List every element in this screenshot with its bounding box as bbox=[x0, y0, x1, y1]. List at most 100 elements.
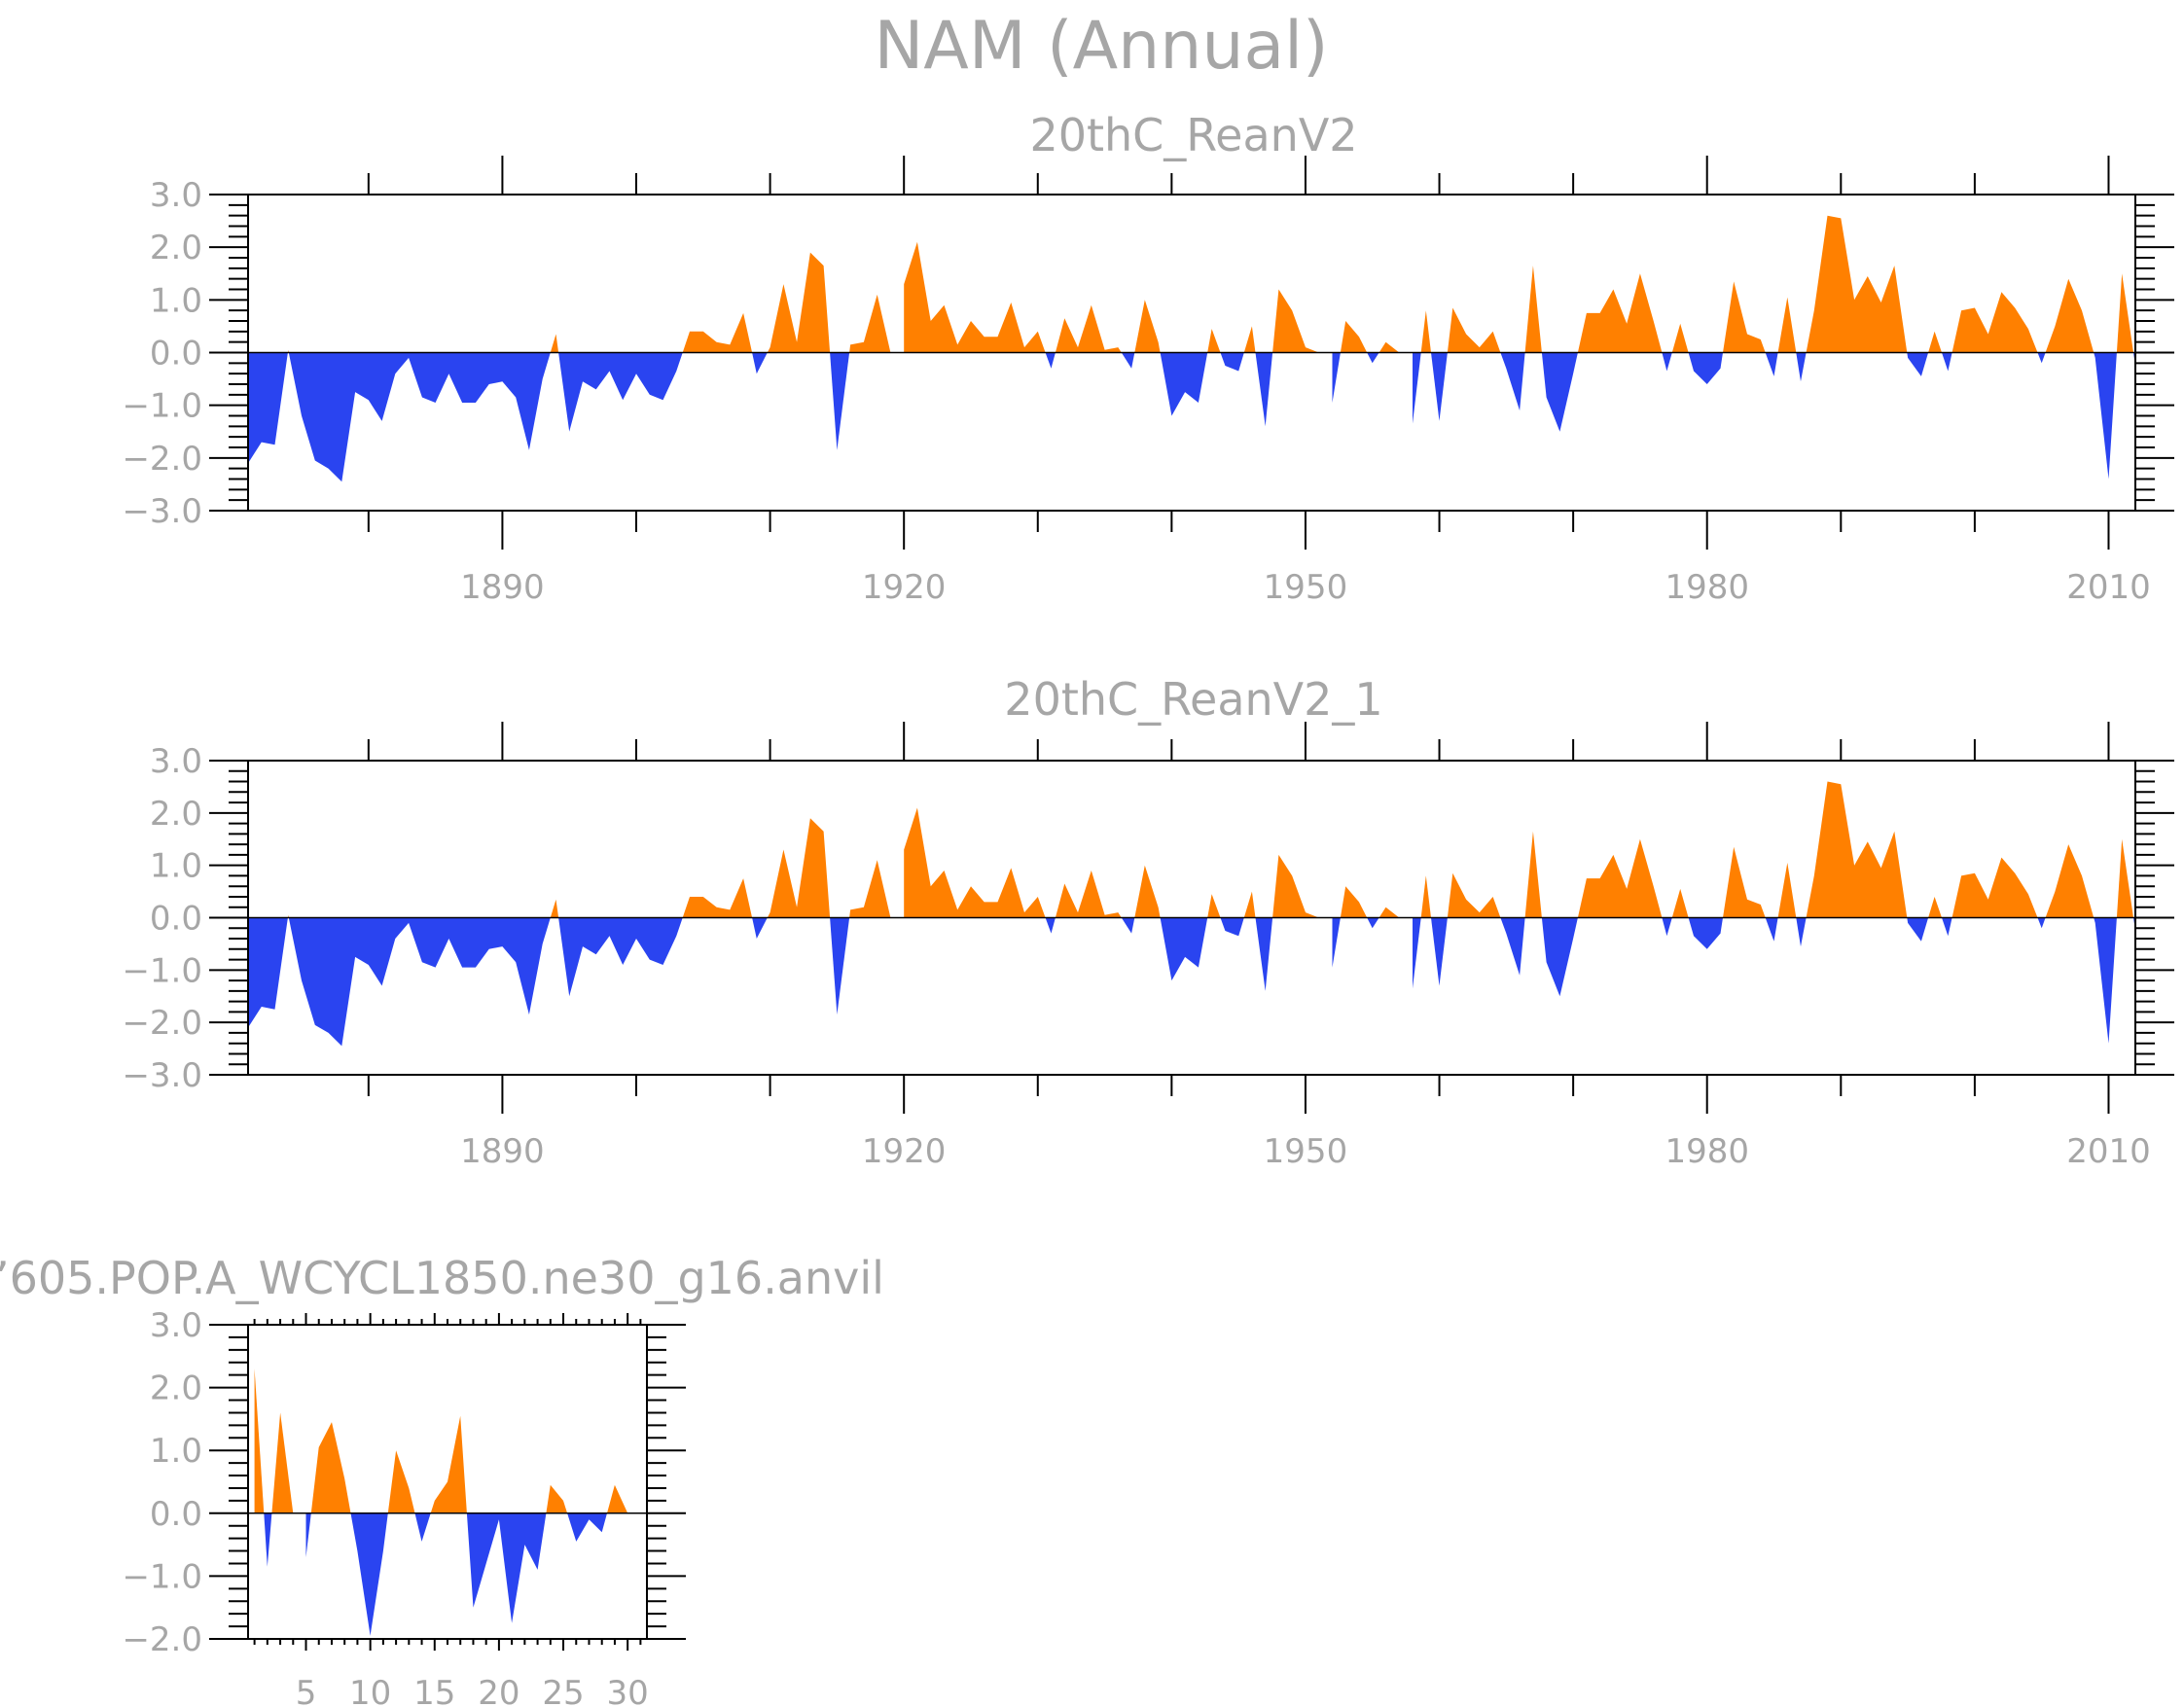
negative-area bbox=[1160, 917, 1208, 981]
positive-area bbox=[2116, 838, 2133, 918]
negative-area bbox=[1796, 917, 1807, 947]
negative-area bbox=[288, 352, 551, 482]
negative-area bbox=[1688, 917, 1723, 949]
positive-area bbox=[1134, 300, 1161, 353]
positive-area bbox=[1671, 888, 1689, 918]
negative-area bbox=[264, 1512, 272, 1567]
negative-area bbox=[1942, 917, 1952, 937]
x-tick-label: 10 bbox=[349, 1674, 391, 1707]
negative-area bbox=[1121, 352, 1135, 369]
negative-area bbox=[752, 917, 768, 939]
negative-area bbox=[1367, 352, 1379, 364]
x-tick-label: 25 bbox=[542, 1674, 584, 1707]
negative-area bbox=[414, 1512, 431, 1542]
negative-area bbox=[350, 1512, 388, 1636]
positive-area bbox=[849, 860, 891, 918]
x-tick-label: 30 bbox=[607, 1674, 649, 1707]
negative-area bbox=[1332, 352, 1341, 403]
y-tick-label: 0.0 bbox=[150, 335, 202, 373]
x-tick-label: 1950 bbox=[1264, 1132, 1348, 1171]
positive-area bbox=[1243, 891, 1256, 918]
positive-area bbox=[1524, 831, 1542, 918]
x-tick-label: 1890 bbox=[460, 1132, 545, 1171]
negative-area bbox=[2037, 352, 2046, 364]
positive-area bbox=[1420, 875, 1431, 918]
positive-area bbox=[1420, 310, 1431, 353]
negative-area bbox=[2094, 917, 2117, 1044]
positive-area bbox=[271, 1412, 294, 1513]
negative-area bbox=[1045, 352, 1056, 369]
y-tick-label: −2.0 bbox=[122, 1620, 202, 1659]
y-tick-label: 1.0 bbox=[150, 281, 202, 320]
negative-area bbox=[1796, 352, 1807, 382]
panel-20thc-reanv2: 20thC_ReanV2 −3.0 −2.0 −1.0 0.0 1.0 2.0 3.0 189… bbox=[122, 109, 2174, 607]
positive-area bbox=[682, 312, 753, 353]
positive-area bbox=[1447, 307, 1501, 353]
positive-area bbox=[1340, 321, 1368, 353]
negative-area bbox=[752, 352, 768, 374]
positive-area bbox=[550, 334, 559, 353]
positive-area bbox=[1928, 331, 1942, 353]
negative-area bbox=[1367, 917, 1379, 929]
positive-area bbox=[1055, 304, 1122, 353]
positive-area bbox=[2045, 278, 2094, 353]
x-tick-label: 1980 bbox=[1665, 1132, 1749, 1171]
negative-area bbox=[1431, 352, 1448, 421]
positive-area bbox=[1272, 854, 1319, 918]
y-tick-label: 3.0 bbox=[150, 742, 202, 781]
panel-20thc-reanv2-1: 20thC_ReanV2_1 −3.0 −2.0 −1.0 0.0 1.0 2.0 3.0 1… bbox=[122, 673, 2174, 1171]
positive-area bbox=[1243, 326, 1256, 353]
y-tick-label: −3.0 bbox=[122, 492, 202, 531]
panel-title: ’605.POP.A_WCYCL1850.ne30_g16.anvil bbox=[0, 1252, 884, 1304]
x-tick-label: 1980 bbox=[1665, 568, 1749, 607]
positive-area bbox=[1524, 266, 1542, 353]
negative-area bbox=[1907, 352, 1929, 376]
negative-area bbox=[1332, 917, 1341, 968]
positive-area bbox=[1928, 897, 1942, 918]
y-tick-label: 2.0 bbox=[150, 229, 202, 267]
negative-area bbox=[567, 1512, 607, 1542]
y-tick-label: −2.0 bbox=[122, 1004, 202, 1043]
negative-area bbox=[1688, 352, 1723, 384]
y-tick-label: 3.0 bbox=[150, 176, 202, 215]
positive-area bbox=[767, 252, 831, 353]
positive-area bbox=[1723, 281, 1766, 353]
x-tick-label: 15 bbox=[413, 1674, 455, 1707]
positive-area bbox=[1806, 215, 1908, 353]
panel-title: 20thC_ReanV2 bbox=[1029, 109, 1357, 161]
panel-pop-wcycl1850: ’605.POP.A_WCYCL1850.ne30_g16.anvil −2.0… bbox=[0, 1252, 884, 1707]
positive-area bbox=[2116, 273, 2133, 353]
positive-area bbox=[254, 1369, 265, 1513]
y-tick-label: 2.0 bbox=[150, 795, 202, 834]
positive-area bbox=[682, 878, 753, 918]
positive-area bbox=[1671, 323, 1689, 353]
negative-area bbox=[248, 917, 288, 1028]
x-tick-label: 1890 bbox=[460, 568, 545, 607]
negative-area bbox=[1765, 917, 1778, 942]
x-tick-label: 5 bbox=[296, 1674, 317, 1707]
positive-area bbox=[1447, 872, 1501, 918]
positive-area bbox=[1272, 289, 1319, 353]
positive-area bbox=[1340, 886, 1368, 918]
x-tick-label: 20 bbox=[478, 1674, 519, 1707]
negative-area bbox=[1413, 352, 1421, 424]
x-tick-label: 1920 bbox=[862, 568, 947, 607]
positive-area bbox=[1207, 329, 1221, 353]
y-tick-label: −3.0 bbox=[122, 1056, 202, 1095]
negative-area bbox=[1255, 917, 1273, 991]
positive-area bbox=[1577, 273, 1663, 353]
positive-area bbox=[430, 1415, 467, 1513]
positive-area bbox=[1134, 865, 1161, 918]
positive-area bbox=[1378, 341, 1400, 353]
negative-area bbox=[558, 917, 683, 997]
y-tick-label: −2.0 bbox=[122, 440, 202, 479]
positive-area bbox=[310, 1422, 351, 1513]
negative-area bbox=[248, 352, 288, 464]
positive-area bbox=[849, 294, 891, 353]
y-tick-label: 2.0 bbox=[150, 1369, 202, 1408]
negative-area bbox=[1431, 917, 1448, 986]
positive-area bbox=[1777, 297, 1797, 353]
positive-area bbox=[1777, 863, 1797, 918]
negative-area bbox=[1121, 917, 1135, 934]
negative-area bbox=[2037, 917, 2046, 929]
